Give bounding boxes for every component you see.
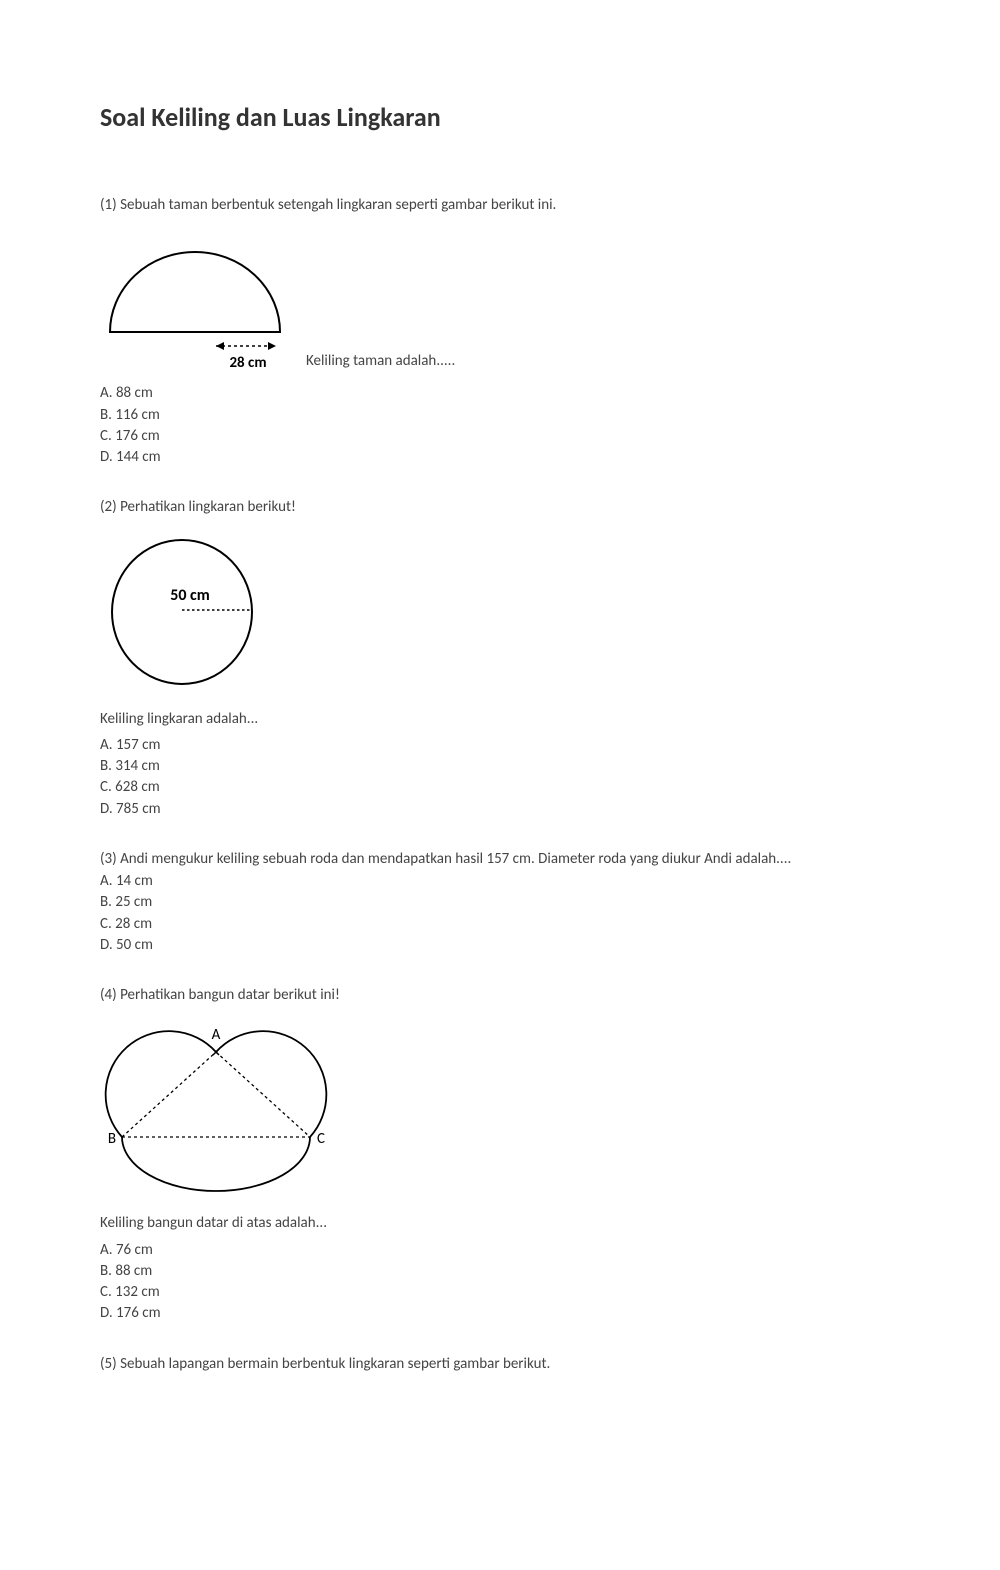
question-3: (3) Andi mengukur keliling sebuah roda d… — [100, 849, 900, 955]
q3-prompt: (3) Andi mengukur keliling sebuah roda d… — [100, 849, 900, 869]
question-4: (4) Perhatikan bangun datar berikut ini!… — [100, 985, 900, 1324]
q4-prompt: (4) Perhatikan bangun datar berikut ini! — [100, 985, 900, 1005]
q1-option-d: D. 144 cm — [100, 447, 900, 467]
q1-option-b: B. 116 cm — [100, 405, 900, 425]
q1-figure: 28 cm — [100, 227, 300, 377]
page-title: Soal Keliling dan Luas Lingkaran — [100, 100, 900, 135]
q1-options: A. 88 cm B. 116 cm C. 176 cm D. 144 cm — [100, 383, 900, 467]
q3-option-d: D. 50 cm — [100, 935, 900, 955]
q1-option-c: C. 176 cm — [100, 426, 900, 446]
q4-options: A. 76 cm B. 88 cm C. 132 cm D. 176 cm — [100, 1240, 900, 1324]
question-2: (2) Perhatikan lingkaran berikut! 50 cm … — [100, 497, 900, 819]
q4-followup: Keliling bangun datar di atas adalah... — [100, 1213, 900, 1233]
q2-figure: 50 cm — [100, 530, 265, 695]
q4-option-b: B. 88 cm — [100, 1261, 900, 1281]
q4-label-c: C — [317, 1130, 325, 1148]
q2-label: 50 cm — [170, 586, 210, 605]
q4-label-a: A — [212, 1026, 221, 1044]
q2-options: A. 157 cm B. 314 cm C. 628 cm D. 785 cm — [100, 735, 900, 819]
q1-prompt: (1) Sebuah taman berbentuk setengah ling… — [100, 195, 900, 215]
q2-option-c: C. 628 cm — [100, 777, 900, 797]
q2-option-a: A. 157 cm — [100, 735, 900, 755]
q2-followup: Keliling lingkaran adalah... — [100, 709, 900, 729]
q1-option-a: A. 88 cm — [100, 383, 900, 403]
q3-option-a: A. 14 cm — [100, 871, 900, 891]
q4-label-b: B — [108, 1130, 116, 1148]
q2-option-d: D. 785 cm — [100, 799, 900, 819]
q1-label: 28 cm — [229, 354, 266, 372]
q3-options: A. 14 cm B. 25 cm C. 28 cm D. 50 cm — [100, 871, 900, 955]
question-1: (1) Sebuah taman berbentuk setengah ling… — [100, 195, 900, 467]
question-5: (5) Sebuah lapangan bermain berbentuk li… — [100, 1354, 900, 1374]
q4-option-c: C. 132 cm — [100, 1282, 900, 1302]
q2-prompt: (2) Perhatikan lingkaran berikut! — [100, 497, 900, 517]
q3-option-b: B. 25 cm — [100, 892, 900, 912]
q5-prompt: (5) Sebuah lapangan bermain berbentuk li… — [100, 1354, 900, 1374]
q2-option-b: B. 314 cm — [100, 756, 900, 776]
q4-option-d: D. 176 cm — [100, 1303, 900, 1323]
q1-followup: Keliling taman adalah..... — [306, 351, 455, 377]
q3-option-c: C. 28 cm — [100, 914, 900, 934]
q4-figure: A B C — [100, 1017, 330, 1197]
q4-option-a: A. 76 cm — [100, 1240, 900, 1260]
